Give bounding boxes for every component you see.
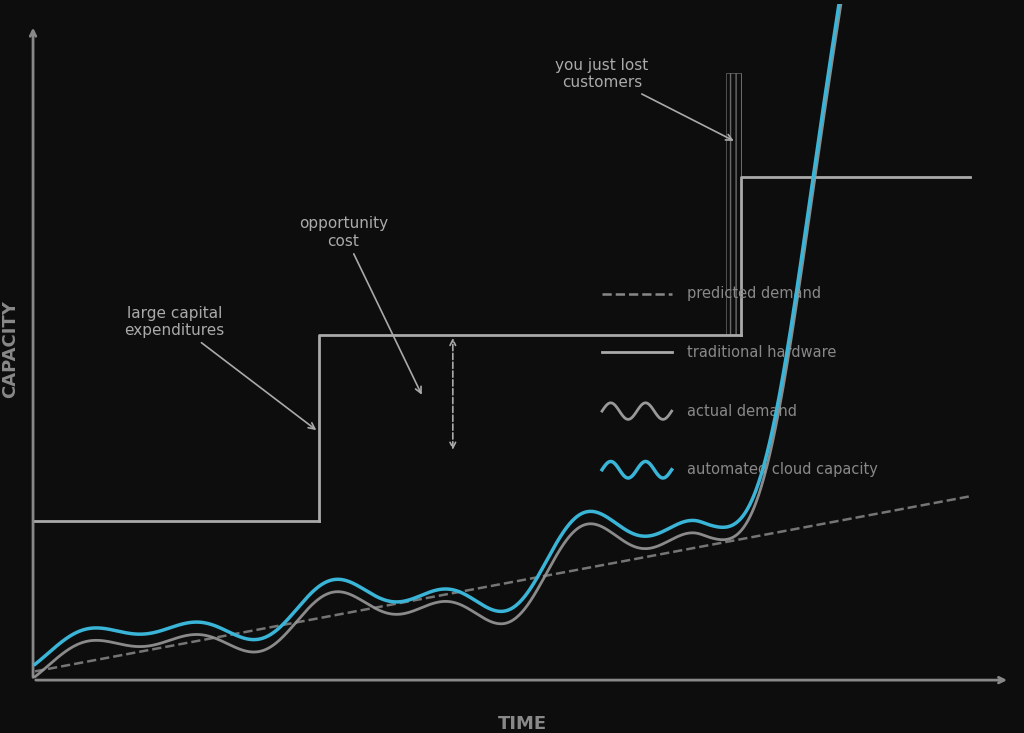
- Text: you just lost
customers: you just lost customers: [555, 57, 732, 140]
- Text: predicted demand: predicted demand: [686, 287, 820, 301]
- Text: traditional hardware: traditional hardware: [686, 345, 836, 360]
- Text: actual demand: actual demand: [686, 404, 797, 419]
- Text: CAPACITY: CAPACITY: [1, 300, 19, 398]
- Text: opportunity
cost: opportunity cost: [299, 216, 421, 393]
- Text: TIME: TIME: [498, 715, 547, 732]
- Text: automated cloud capacity: automated cloud capacity: [686, 463, 878, 477]
- Text: large capital
expenditures: large capital expenditures: [124, 306, 314, 429]
